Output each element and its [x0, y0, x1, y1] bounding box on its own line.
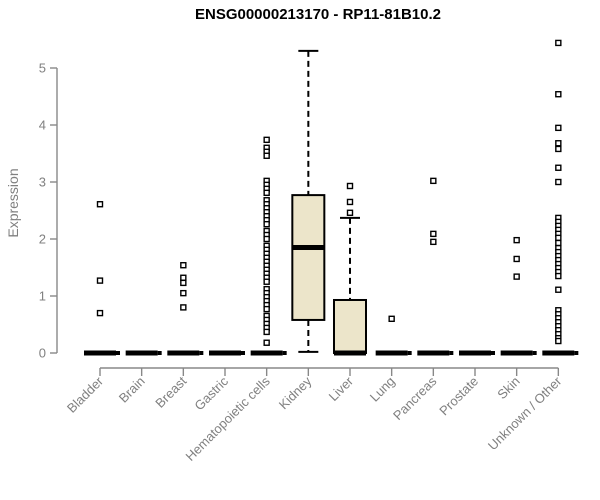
zero-box-brain [125, 350, 158, 356]
zero-box-notch [449, 351, 454, 355]
box-group-hematopoietic-cells [250, 136, 287, 356]
y-tick-label: 4 [39, 118, 46, 133]
zero-box-notch [116, 351, 120, 355]
outlier-point [263, 328, 270, 336]
zero-box-lung [375, 350, 408, 356]
outlier-point [513, 273, 520, 280]
outlier-point [263, 136, 270, 144]
outlier-point [96, 309, 104, 317]
outlier-point [180, 289, 187, 297]
outlier-point [263, 278, 270, 285]
outlier-point [555, 337, 562, 345]
outlier-point [96, 277, 104, 284]
box-group-pancreas [417, 177, 454, 356]
x-tick-label: Lung [367, 374, 398, 405]
y-tick-label: 5 [39, 61, 46, 76]
box-group-bladder [84, 201, 120, 356]
zero-box-pancreas [417, 350, 450, 356]
box-group-lung [375, 315, 412, 356]
outlier-point [555, 140, 562, 147]
x-tick-label: Bladder [64, 373, 107, 416]
box-group-brain [125, 350, 162, 356]
outlier-point [513, 255, 520, 263]
zero-box-notch [407, 351, 412, 355]
box-group-liver [332, 182, 367, 356]
outlier-point [346, 182, 354, 190]
zero-box-notch [532, 351, 537, 355]
zero-box-notch [157, 351, 162, 355]
x-tick-label: Kidney [276, 373, 315, 412]
x-tick-label: Liver [326, 373, 357, 404]
outlier-point [180, 274, 187, 281]
outlier-point [555, 164, 562, 171]
outlier-point [555, 178, 562, 186]
zero-box-hematopoietic-cells [250, 350, 283, 356]
box-kidney [291, 194, 326, 321]
box-group-prostate [458, 350, 495, 356]
x-tick-label: Brain [116, 374, 148, 406]
zero-box-breast [167, 350, 200, 356]
x-tick-label: Pancreas [390, 373, 440, 423]
zero-box-bladder [84, 350, 116, 356]
outlier-point [555, 272, 562, 280]
box-group-unknown-other [542, 39, 579, 356]
outlier-point [96, 201, 104, 208]
outlier-point [430, 238, 437, 246]
outlier-point [555, 286, 562, 293]
zero-box-notch [199, 351, 204, 355]
zero-box-skin [500, 350, 533, 356]
x-tick-label: Gastric [191, 373, 231, 413]
outlier-point [555, 124, 562, 132]
outlier-point [513, 236, 520, 244]
outlier-point [555, 145, 562, 153]
outlier-point [555, 39, 562, 47]
x-tick-label: Unknown / Other [485, 373, 565, 453]
outlier-point [263, 220, 270, 228]
zero-box-notch [240, 351, 245, 355]
outlier-point [430, 230, 437, 238]
outlier-point [263, 152, 270, 159]
x-tick-label: Breast [152, 373, 189, 410]
outlier-point [555, 91, 562, 98]
outlier-point [346, 209, 354, 216]
y-tick-label: 1 [39, 289, 46, 304]
outlier-point [555, 234, 562, 242]
outlier-point [263, 189, 270, 197]
outlier-point [346, 198, 354, 206]
zero-box-prostate [458, 350, 491, 356]
outlier-point [263, 305, 270, 313]
box-group-skin [500, 236, 537, 356]
y-tick-label: 2 [39, 232, 46, 247]
outlier-point [388, 315, 395, 322]
chart-title: ENSG00000213170 - RP11-81B10.2 [194, 6, 441, 23]
outlier-point [180, 262, 187, 269]
outlier-point [180, 279, 187, 287]
box-group-breast [167, 262, 204, 356]
y-tick-label: 0 [39, 346, 46, 361]
outlier-point [263, 235, 270, 243]
outlier-point [180, 304, 187, 311]
outlier-point [555, 239, 562, 247]
y-tick-label: 3 [39, 175, 46, 190]
x-tick-label: Skin [494, 374, 522, 402]
box-liver [332, 298, 367, 354]
x-tick-label: Prostate [436, 374, 481, 419]
zero-box-gastric [208, 350, 241, 356]
zero-box-unknown-other [542, 350, 575, 356]
outlier-point [430, 177, 437, 185]
box-group-kidney [291, 49, 326, 353]
box-group-gastric [208, 350, 245, 356]
zero-box-notch [282, 351, 287, 355]
zero-box-notch [490, 351, 495, 355]
zero-box-notch [574, 351, 579, 355]
outlier-point [263, 339, 270, 346]
